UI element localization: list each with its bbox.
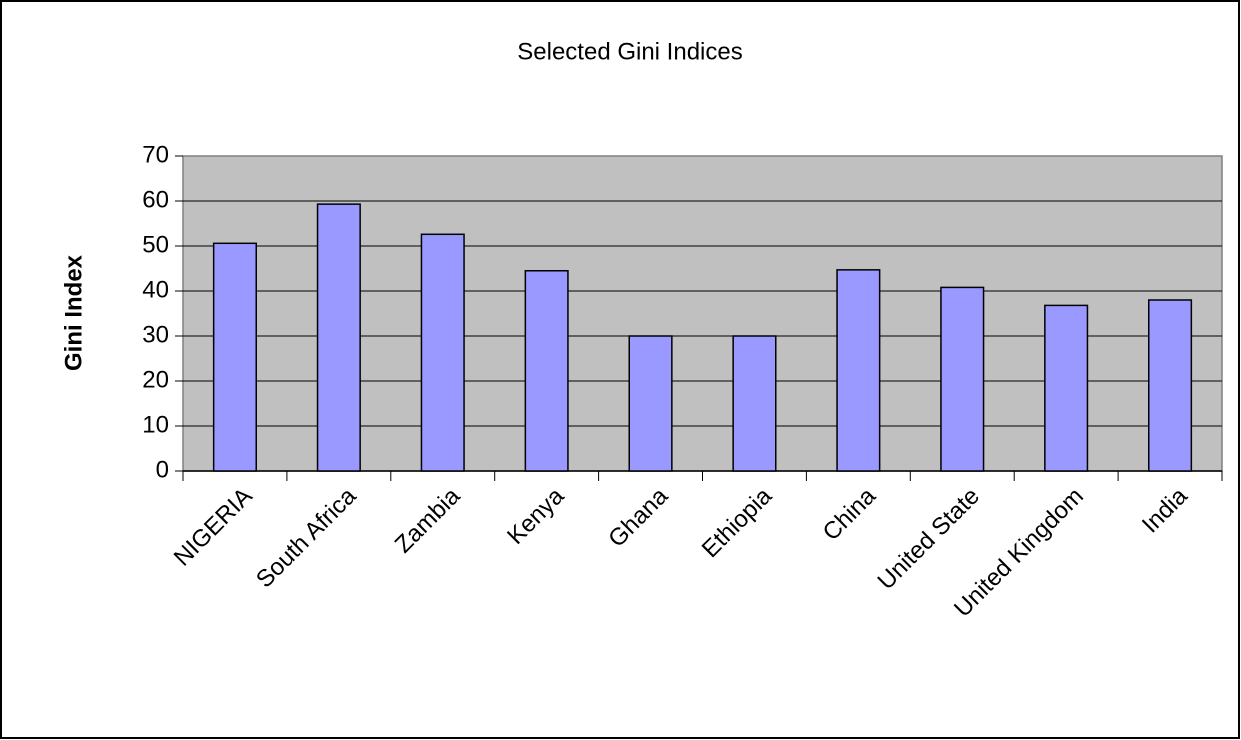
bar <box>420 233 465 472</box>
y-tick-label: 70 <box>142 141 169 168</box>
bar <box>212 242 257 472</box>
bar <box>628 335 673 472</box>
y-tick-label: 20 <box>142 366 169 393</box>
bar <box>836 269 881 472</box>
y-tick-label: 60 <box>142 186 169 213</box>
bar <box>940 286 985 472</box>
bar <box>316 203 361 472</box>
y-tick-label: 10 <box>142 411 169 438</box>
bar <box>1148 299 1193 472</box>
y-tick-label: 40 <box>142 276 169 303</box>
y-axis-label: Gini Index <box>60 254 87 371</box>
y-tick-label: 30 <box>142 321 169 348</box>
bar <box>732 335 777 472</box>
chart-title: Selected Gini Indices <box>517 38 742 65</box>
bar <box>524 270 569 472</box>
y-tick-label: 50 <box>142 231 169 258</box>
y-tick-label: 0 <box>156 456 169 483</box>
bar <box>1044 304 1089 472</box>
